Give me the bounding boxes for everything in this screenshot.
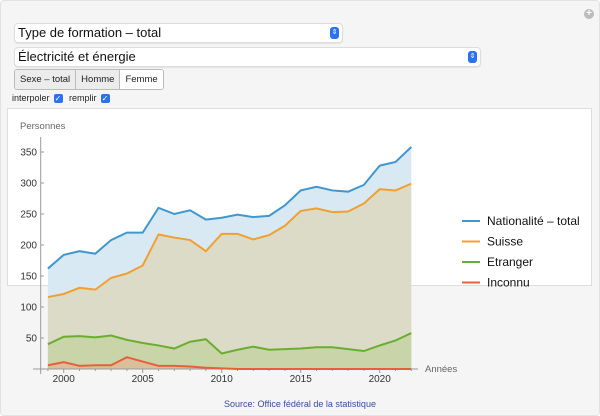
interpoler-label: interpoler [12, 93, 50, 103]
series-line-2 [47, 332, 412, 355]
remplir-label: remplir [69, 93, 97, 103]
legend-label-0: Nationalité – total [487, 214, 580, 228]
x-axis-label: Années [425, 364, 457, 375]
legend-label-1: Suisse [487, 235, 523, 249]
legend-label-3: Inconnu [487, 276, 530, 290]
y-axis-label: Personnes [20, 121, 66, 132]
checkmark-icon: ✓ [53, 93, 63, 103]
series-line-1 [47, 182, 412, 299]
x-tick-label: 2000 [53, 374, 76, 385]
area-fill-3 [47, 357, 412, 369]
y-tick-label: 200 [20, 241, 37, 252]
remplir-checkbox[interactable]: remplir ✓ [69, 93, 110, 103]
x-tick-label: 2010 [211, 374, 234, 385]
sex-segmented-control: Sexe – total Homme Femme [14, 69, 164, 90]
legend-label-2: Etranger [487, 255, 533, 269]
y-tick-label: 300 [20, 179, 37, 190]
area-fill-1 [47, 183, 412, 369]
y-tick-label: 100 [20, 303, 37, 314]
x-tick-label: 2005 [132, 374, 155, 385]
formation-select-value: Type de formation – total [18, 25, 162, 40]
sex-option-total[interactable]: Sexe – total [15, 70, 77, 89]
add-icon[interactable]: + [584, 9, 594, 19]
domain-select-value: Électricité et énergie [18, 49, 136, 64]
y-tick-label: 150 [20, 272, 37, 283]
interpoler-checkbox[interactable]: interpoler ✓ [12, 93, 63, 103]
y-tick-label: 350 [20, 148, 37, 159]
series-line-0 [47, 146, 412, 270]
y-tick-label: 250 [20, 210, 37, 221]
series-line-3 [47, 356, 412, 370]
x-tick-label: 2020 [369, 374, 392, 385]
x-tick-label: 2015 [290, 374, 313, 385]
select-arrows-icon: ⇕ [330, 27, 339, 39]
y-tick-label: 50 [26, 334, 38, 345]
domain-select[interactable]: Électricité et énergie ⇕ [14, 47, 481, 67]
select-arrows-icon: ⇕ [468, 51, 477, 63]
checkmark-icon: ✓ [100, 93, 110, 103]
source-link[interactable]: Source: Office fédéral de la statistique [224, 399, 376, 409]
sex-option-homme[interactable]: Homme [76, 70, 121, 89]
sex-option-femme[interactable]: Femme [120, 70, 163, 89]
formation-select[interactable]: Type de formation – total ⇕ [14, 23, 343, 43]
